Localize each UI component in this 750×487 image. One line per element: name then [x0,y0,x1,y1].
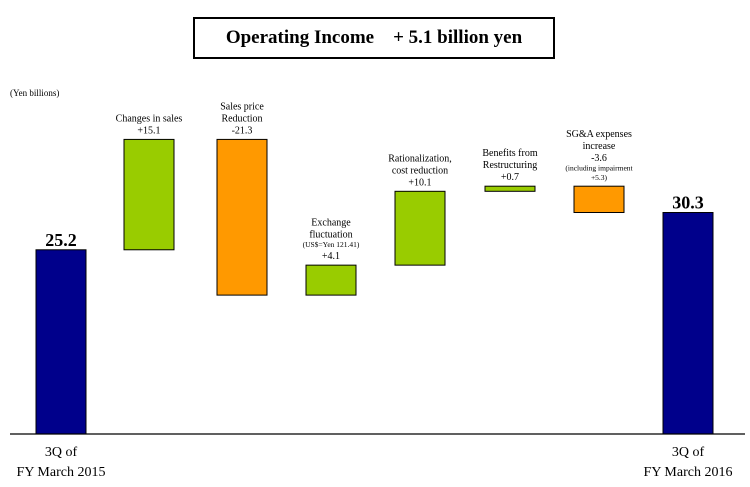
total-value-label: 25.2 [45,230,77,250]
bar-decrease [216,138,268,296]
bar-total [35,249,87,435]
delta-label-line: Sales price [220,101,264,112]
delta-label-line: -21.3 [232,125,253,136]
delta-label-line: -3.6 [591,153,607,164]
delta-label-line: cost reduction [392,165,448,176]
bar-increase [394,190,446,266]
unit-label: (Yen billions) [10,88,59,98]
delta-label-line: Changes in sales [116,113,183,124]
delta-label-line: (US$=Yen 121.41) [303,240,360,249]
delta-label-line: increase [583,141,616,152]
bars-group [35,138,714,435]
delta-label-line: +15.1 [137,125,160,136]
delta-label-line: +4.1 [322,251,340,262]
category-label: FY March 2015 [17,465,106,480]
category-label: 3Q of [672,445,705,460]
chart-title: Operating Income + 5.1 billion yen [193,17,555,59]
bar-increase [123,138,175,251]
delta-label-line: SG&A expenses [566,129,632,140]
delta-label-line: +0.7 [501,172,519,183]
category-label: 3Q of [45,445,78,460]
total-value-label: 30.3 [672,193,704,213]
delta-label-line: +10.1 [408,177,431,188]
delta-label-line: Restructuring [483,160,537,171]
delta-label-line: Exchange [311,218,351,229]
bar-decrease [573,185,625,214]
delta-label-line: Reduction [221,113,262,124]
delta-label-line: (including impairment [565,164,633,173]
bar-increase [484,185,536,192]
delta-label-line: Rationalization, [388,153,452,164]
bar-increase [305,264,357,296]
delta-label-line: Benefits from [482,148,537,159]
delta-label-line: fluctuation [309,230,352,241]
delta-label-line: +5.3) [591,173,608,182]
category-label: FY March 2016 [644,465,733,480]
bar-total [662,212,714,435]
